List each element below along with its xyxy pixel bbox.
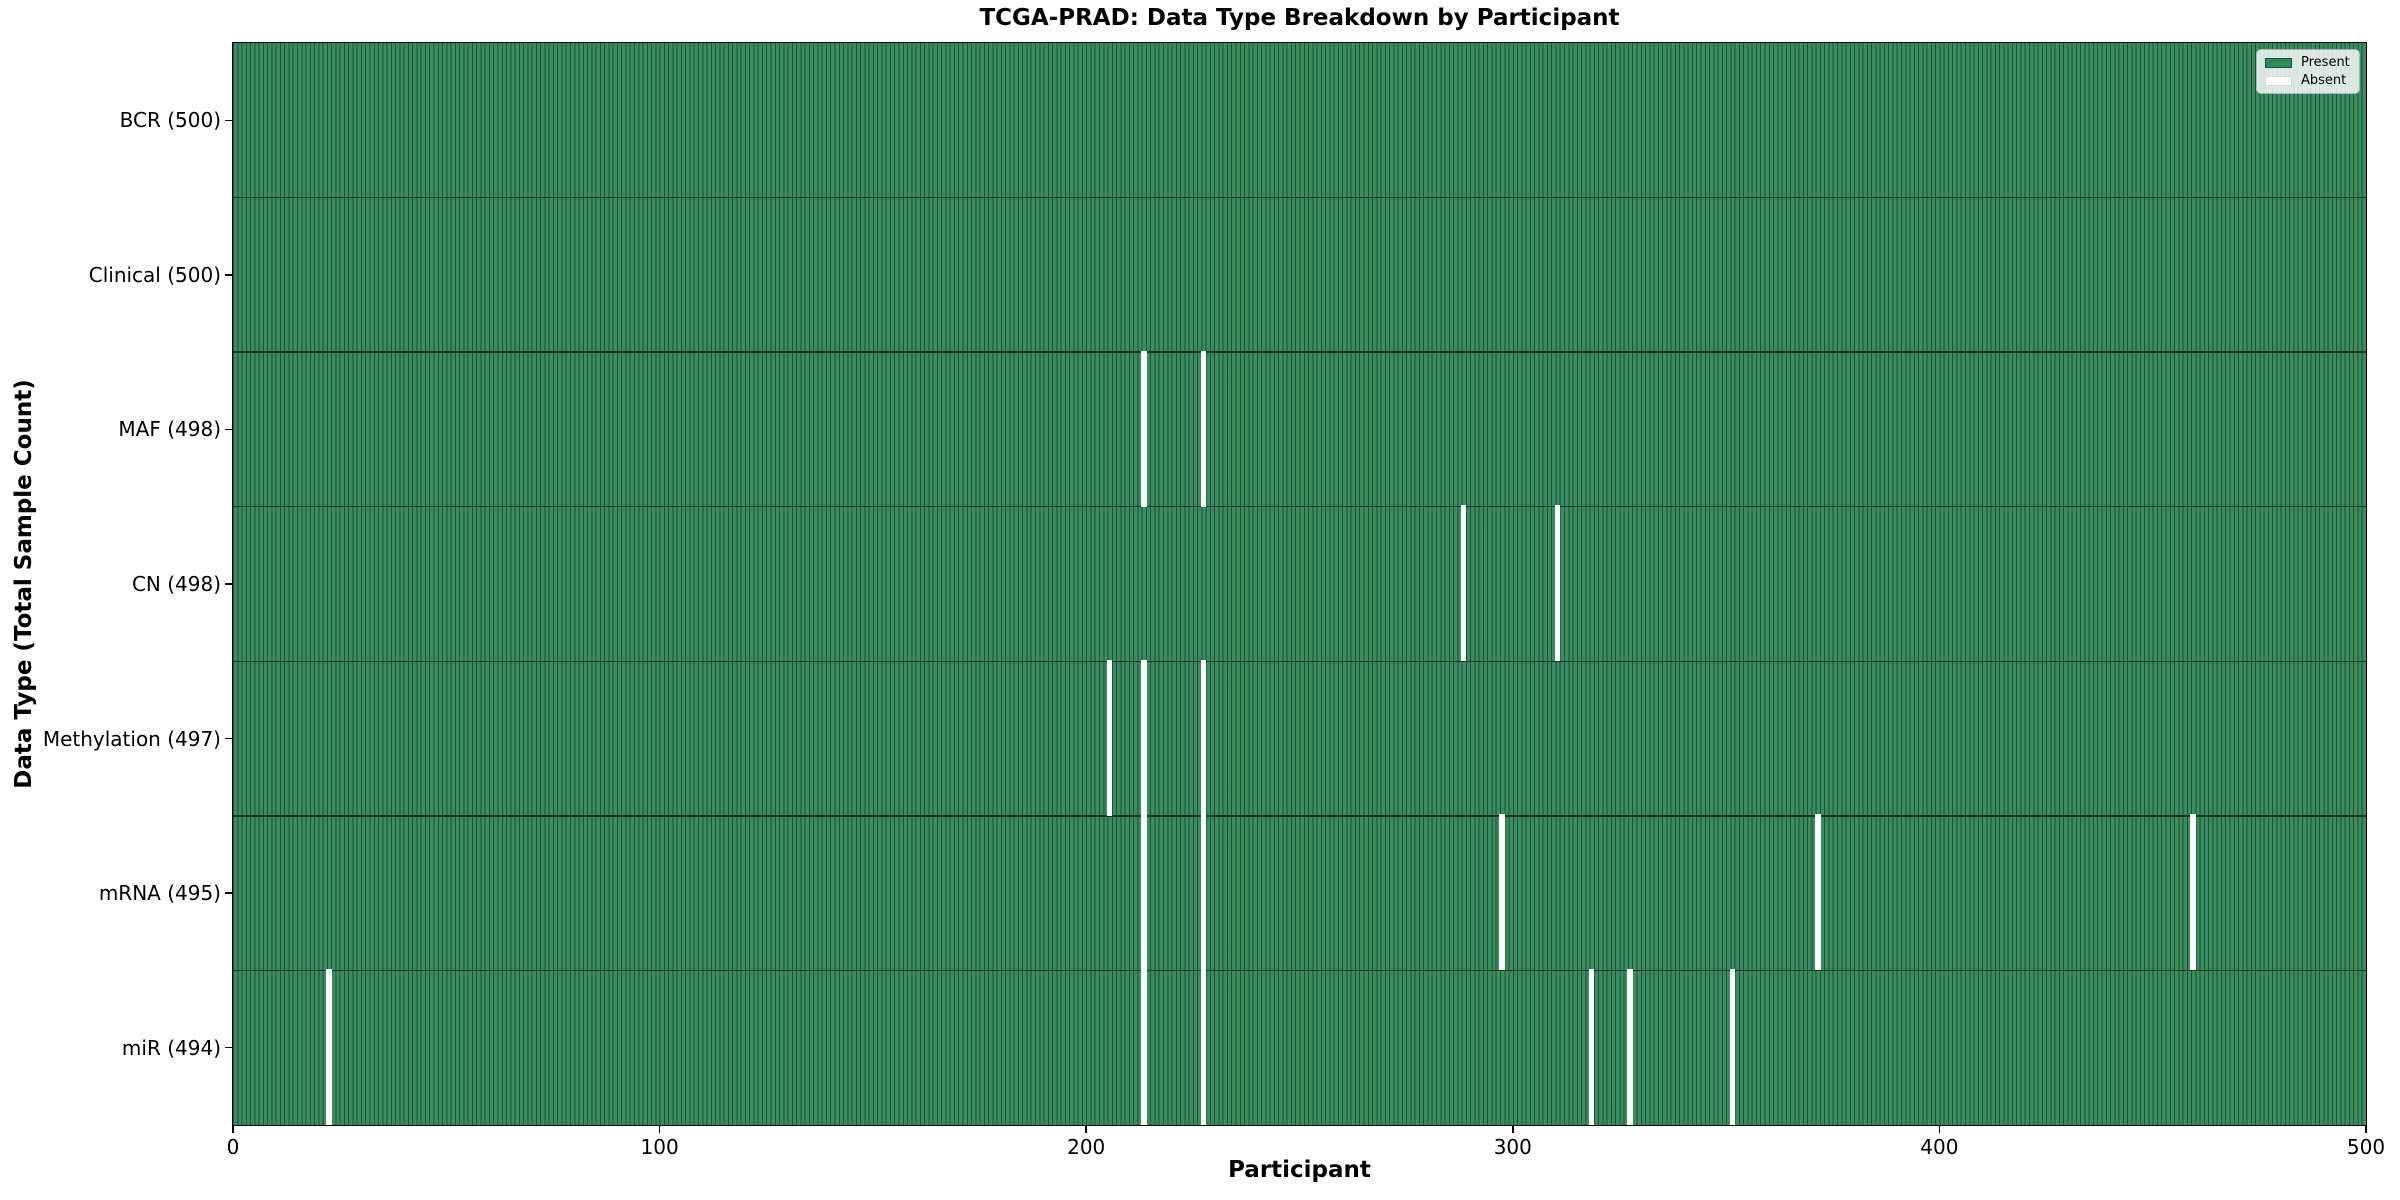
absent-gap-miR-318: [1588, 968, 1595, 1125]
absent-gap-miR-22: [326, 968, 332, 1125]
y-tick-mark: [225, 428, 233, 431]
x-tick-label: 100: [640, 1135, 679, 1159]
row-separator: [233, 505, 2366, 508]
x-tick-mark: [232, 1125, 234, 1133]
y-tick-label: BCR (500): [119, 108, 221, 133]
absent-gap-Methylation-213: [1141, 659, 1147, 816]
row-separator: [233, 815, 2366, 817]
plot-area: [232, 42, 2367, 1126]
y-tick-label: MAF (498): [118, 417, 221, 442]
legend-label-present: Present: [2301, 55, 2350, 70]
y-tick-mark: [225, 892, 233, 894]
row-separator: [233, 969, 2366, 972]
x-tick-mark: [2365, 1125, 2367, 1133]
absent-gap-MAF-227: [1200, 350, 1207, 507]
absent-gap-Methylation-227: [1200, 659, 1207, 816]
x-tick-label: 300: [1493, 1135, 1532, 1159]
y-tick-mark: [225, 583, 233, 585]
y-tick-mark: [225, 119, 233, 122]
legend-swatch-absent: [2265, 75, 2292, 86]
absent-gap-mRNA-459: [2190, 814, 2196, 971]
y-tick-label: CN (498): [131, 572, 221, 596]
legend-swatch-present: [2265, 57, 2292, 68]
presence-bars: [233, 43, 2366, 1125]
x-tick-mark: [658, 1125, 661, 1133]
legend: Present Absent: [2256, 49, 2360, 94]
absent-gap-CN-288: [1461, 505, 1467, 662]
row-separator: [233, 660, 2366, 663]
x-tick-mark: [1085, 1125, 1087, 1133]
absent-gap-miR-213: [1141, 968, 1147, 1125]
x-tick-label: 500: [2346, 1135, 2386, 1159]
x-axis-label: Participant: [1228, 1157, 1371, 1183]
absent-gap-mRNA-297: [1499, 814, 1505, 971]
x-tick-label: 400: [1920, 1135, 1959, 1159]
y-tick-label: Methylation (497): [42, 726, 221, 751]
absent-gap-mRNA-213: [1141, 814, 1147, 971]
legend-item-absent: Absent: [2265, 74, 2350, 87]
y-tick-label: Clinical (500): [88, 262, 221, 287]
x-tick-label: 0: [226, 1135, 240, 1159]
absent-gap-miR-227: [1200, 968, 1207, 1125]
y-tick-mark: [225, 274, 233, 276]
chart-title: TCGA-PRAD: Data Type Breakdown by Partic…: [979, 5, 1620, 31]
y-tick-mark: [225, 1046, 233, 1049]
x-tick-mark: [1512, 1125, 1514, 1133]
x-tick-label: 200: [1067, 1135, 1106, 1159]
row-separator: [233, 196, 2366, 199]
absent-gap-miR-351: [1729, 968, 1736, 1125]
legend-label-absent: Absent: [2301, 73, 2347, 88]
x-tick-mark: [1938, 1125, 1941, 1133]
y-tick-mark: [225, 737, 233, 740]
absent-gap-CN-310: [1554, 505, 1561, 662]
absent-gap-mRNA-371: [1815, 814, 1821, 971]
absent-gap-mRNA-227: [1200, 814, 1207, 971]
y-tick-label: mRNA (495): [98, 881, 221, 906]
absent-gap-miR-327: [1627, 968, 1633, 1125]
y-tick-label: miR (494): [121, 1035, 221, 1060]
row-separator: [233, 351, 2366, 353]
legend-item-present: Present: [2265, 56, 2350, 69]
absent-gap-Methylation-205: [1106, 659, 1113, 816]
absent-gap-MAF-213: [1141, 350, 1147, 507]
